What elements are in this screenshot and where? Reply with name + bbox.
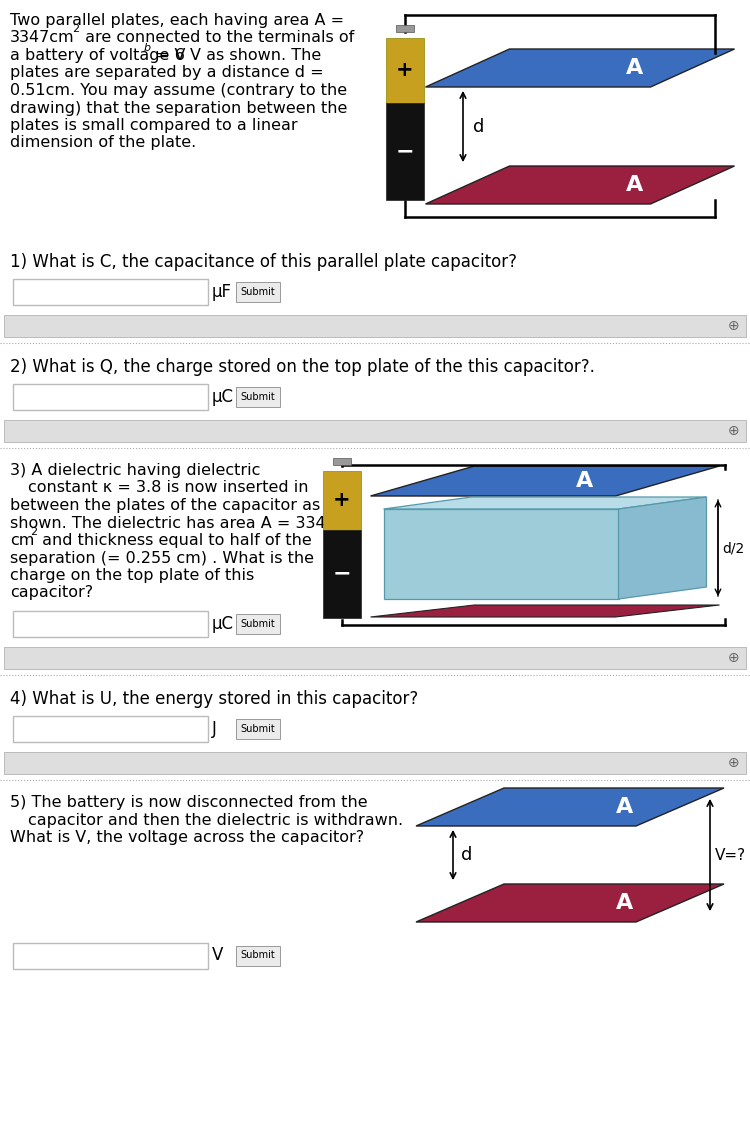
Text: V=?: V=?: [715, 847, 746, 863]
Text: ⊕: ⊕: [728, 319, 740, 333]
Text: 5) The battery is now disconnected from the: 5) The battery is now disconnected from …: [10, 795, 368, 810]
Text: plates are separated by a distance d =: plates are separated by a distance d =: [10, 66, 324, 81]
Text: dimension of the plate.: dimension of the plate.: [10, 135, 196, 151]
Text: +: +: [396, 60, 414, 81]
FancyBboxPatch shape: [13, 942, 208, 968]
Text: 2) What is Q, the charge stored on the top plate of the this capacitor?.: 2) What is Q, the charge stored on the t…: [10, 358, 595, 376]
Bar: [386, 103, 424, 200]
Bar: [333, 458, 351, 465]
FancyBboxPatch shape: [4, 420, 746, 442]
Text: What is V, the voltage across the capacitor?: What is V, the voltage across the capaci…: [10, 830, 364, 845]
Text: A: A: [626, 58, 644, 78]
Text: 3347cm: 3347cm: [10, 31, 74, 45]
FancyBboxPatch shape: [236, 387, 280, 407]
FancyBboxPatch shape: [4, 315, 746, 337]
FancyBboxPatch shape: [13, 716, 208, 742]
Text: = 6 V as shown. The: = 6 V as shown. The: [151, 48, 321, 64]
Text: ⊕: ⊕: [728, 756, 740, 770]
Text: capacitor?: capacitor?: [10, 585, 93, 601]
Text: A: A: [616, 892, 634, 913]
Text: d/2: d/2: [722, 541, 744, 555]
FancyBboxPatch shape: [236, 613, 280, 634]
Text: a battery of voltage V: a battery of voltage V: [10, 48, 185, 64]
Text: +: +: [333, 490, 351, 510]
Text: Submit: Submit: [241, 619, 275, 629]
Polygon shape: [416, 788, 724, 826]
Text: ⊕: ⊕: [728, 651, 740, 665]
Text: μC: μC: [212, 388, 234, 406]
Text: μF: μF: [212, 284, 232, 301]
Polygon shape: [370, 466, 719, 496]
Text: Submit: Submit: [241, 392, 275, 401]
Text: shown. The dielectric has area A = 3347: shown. The dielectric has area A = 3347: [10, 516, 336, 531]
Text: Submit: Submit: [241, 287, 275, 297]
FancyBboxPatch shape: [13, 611, 208, 637]
Text: 1) What is C, the capacitance of this parallel plate capacitor?: 1) What is C, the capacitance of this pa…: [10, 253, 517, 271]
FancyBboxPatch shape: [13, 279, 208, 305]
Text: 4) What is U, the energy stored in this capacitor?: 4) What is U, the energy stored in this …: [10, 689, 419, 708]
Bar: [323, 471, 361, 530]
Bar: [386, 39, 424, 103]
Text: Submit: Submit: [241, 950, 275, 960]
FancyBboxPatch shape: [4, 648, 746, 669]
Text: drawing) that the separation between the: drawing) that the separation between the: [10, 101, 347, 116]
Text: 2: 2: [30, 527, 37, 538]
Text: plates is small compared to a linear: plates is small compared to a linear: [10, 118, 298, 133]
Text: d: d: [473, 118, 484, 135]
Polygon shape: [370, 606, 719, 617]
Text: constant κ = 3.8 is now inserted in: constant κ = 3.8 is now inserted in: [28, 481, 308, 496]
Text: capacitor and then the dielectric is withdrawn.: capacitor and then the dielectric is wit…: [28, 812, 404, 828]
Bar: [323, 530, 361, 618]
Text: A: A: [576, 471, 594, 491]
Text: 3) A dielectric having dielectric: 3) A dielectric having dielectric: [10, 463, 260, 479]
Polygon shape: [416, 885, 724, 922]
Polygon shape: [383, 497, 706, 509]
Text: A: A: [626, 175, 644, 195]
Text: J: J: [212, 720, 217, 738]
Polygon shape: [425, 166, 734, 204]
FancyBboxPatch shape: [236, 282, 280, 302]
Text: 2: 2: [72, 25, 80, 34]
Text: cm: cm: [10, 533, 34, 548]
Text: ⊕: ⊕: [728, 424, 740, 438]
Text: V: V: [212, 947, 223, 965]
Text: are connected to the terminals of: are connected to the terminals of: [80, 31, 354, 45]
Polygon shape: [425, 49, 734, 87]
Text: μC: μC: [212, 615, 234, 633]
Text: separation (= 0.255 cm) . What is the: separation (= 0.255 cm) . What is the: [10, 550, 314, 566]
FancyBboxPatch shape: [4, 752, 746, 775]
Text: and thickness equal to half of the: and thickness equal to half of the: [37, 533, 312, 548]
Text: Submit: Submit: [241, 723, 275, 734]
Text: b: b: [144, 43, 151, 53]
Text: d: d: [461, 846, 472, 864]
Text: Two parallel plates, each having area A =: Two parallel plates, each having area A …: [10, 12, 344, 28]
Polygon shape: [619, 497, 706, 599]
Text: A: A: [616, 797, 634, 816]
FancyBboxPatch shape: [236, 719, 280, 739]
Polygon shape: [383, 509, 619, 599]
FancyBboxPatch shape: [236, 946, 280, 965]
Text: −: −: [333, 564, 351, 584]
Text: −: −: [396, 142, 414, 161]
Bar: [396, 25, 414, 32]
FancyBboxPatch shape: [13, 384, 208, 411]
Text: between the plates of the capacitor as: between the plates of the capacitor as: [10, 498, 320, 513]
Text: 0.51cm. You may assume (contrary to the: 0.51cm. You may assume (contrary to the: [10, 83, 347, 98]
Text: charge on the top plate of this: charge on the top plate of this: [10, 568, 254, 583]
